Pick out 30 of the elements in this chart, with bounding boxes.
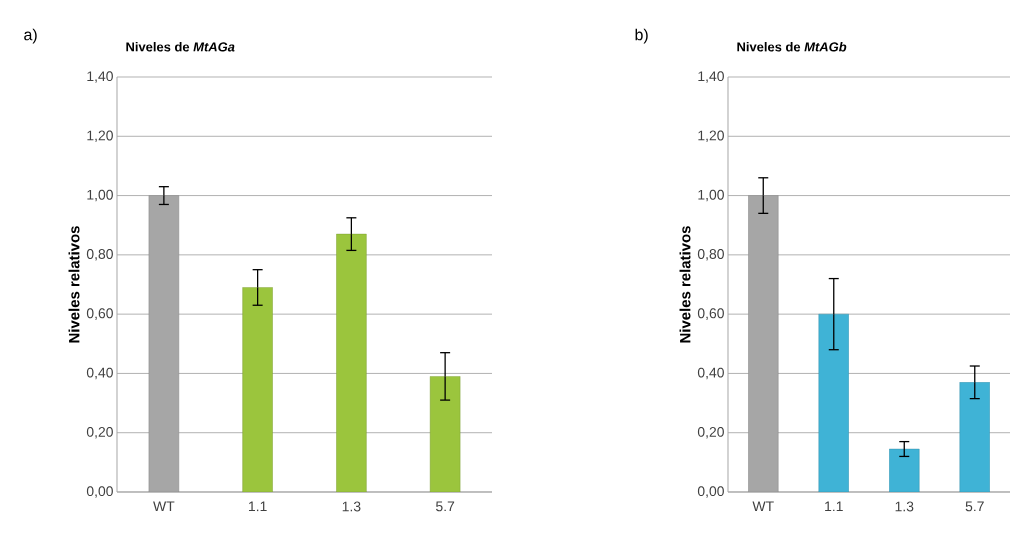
x-tick-label: 1.1 xyxy=(825,501,843,512)
x-tick-label: 1.3 xyxy=(895,501,914,512)
y-tick-label: 0,40 xyxy=(697,367,724,380)
x-tick-label: 5.7 xyxy=(436,501,455,512)
chart-title: Niveles de MtAGb xyxy=(737,41,847,52)
y-tick-label: 0,60 xyxy=(86,308,113,320)
y-tick-label: 0,40 xyxy=(86,367,113,380)
chart-title: Niveles de MtAGa xyxy=(126,41,235,52)
y-tick-label: 0,20 xyxy=(86,426,113,439)
y-tick-label: 1,40 xyxy=(87,71,113,83)
y-axis-title: Niveles relativos xyxy=(68,226,80,343)
y-tick-label: 0,00 xyxy=(86,486,113,498)
x-tick-label: 1.3 xyxy=(342,501,361,512)
y-tick-label: 1,20 xyxy=(87,130,113,143)
y-tick-label: 0,60 xyxy=(697,308,724,320)
text: a) xyxy=(24,28,37,44)
y-tick-label: 1,00 xyxy=(698,189,724,202)
x-tick-label: WT xyxy=(752,501,774,512)
x-tick-label: WT xyxy=(153,501,175,512)
x-tick-label: 5.7 xyxy=(965,501,984,512)
y-tick-label: 0,00 xyxy=(697,486,724,498)
y-tick-label: 0,80 xyxy=(86,249,113,261)
y-tick-label: 1,20 xyxy=(698,130,724,143)
y-tick-label: 0,20 xyxy=(697,426,724,439)
y-axis-title: Niveles relativos xyxy=(679,226,691,343)
y-tick-label: 1,40 xyxy=(698,71,724,83)
y-tick-label: 0,80 xyxy=(697,249,724,261)
x-tick-label: 1.1 xyxy=(248,501,267,512)
y-tick-label: 1,00 xyxy=(87,189,113,202)
text: b) xyxy=(635,28,648,44)
